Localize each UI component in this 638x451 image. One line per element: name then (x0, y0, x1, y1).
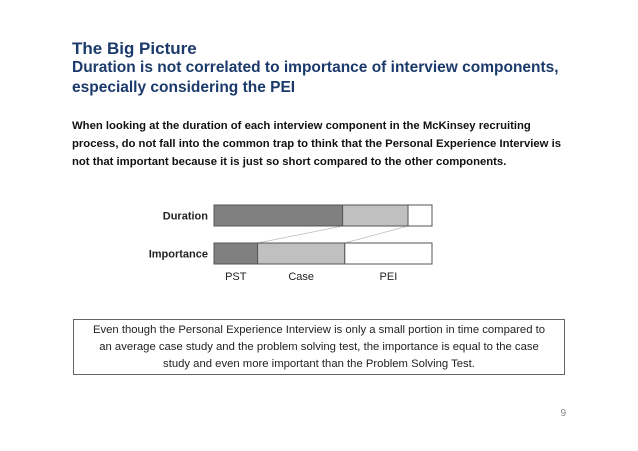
connector-line (344, 225, 409, 244)
labels: Duration Importance PST Case PEI (149, 211, 398, 284)
intro-paragraph: When looking at the duration of each int… (72, 120, 561, 168)
row-label-importance: Importance (149, 249, 208, 261)
connector-line (257, 225, 343, 244)
bar-duration-pst (213, 204, 344, 227)
slide-subtitle: Duration is not correlated to importance… (72, 59, 559, 96)
row-label-duration: Duration (163, 211, 209, 223)
connector-lines (257, 225, 409, 244)
callout-box: Even though the Personal Experience Inte… (73, 319, 565, 375)
stacked-bar-chart: Duration Importance PST Case PEI (149, 204, 433, 284)
bar-duration-pei (407, 204, 433, 227)
bar-duration-case (342, 204, 409, 227)
bar-importance-pei (344, 242, 433, 265)
page-number: 9 (560, 408, 566, 419)
segment-label-pei: PEI (380, 271, 398, 283)
bar-importance-pst (213, 242, 259, 265)
callout-text: Even though the Personal Experience Inte… (92, 323, 546, 370)
bar-importance-case (257, 242, 346, 265)
segment-label-case: Case (288, 271, 314, 283)
bars (213, 204, 433, 265)
slide-title: The Big Picture (72, 39, 197, 58)
segment-label-pst: PST (225, 271, 247, 283)
